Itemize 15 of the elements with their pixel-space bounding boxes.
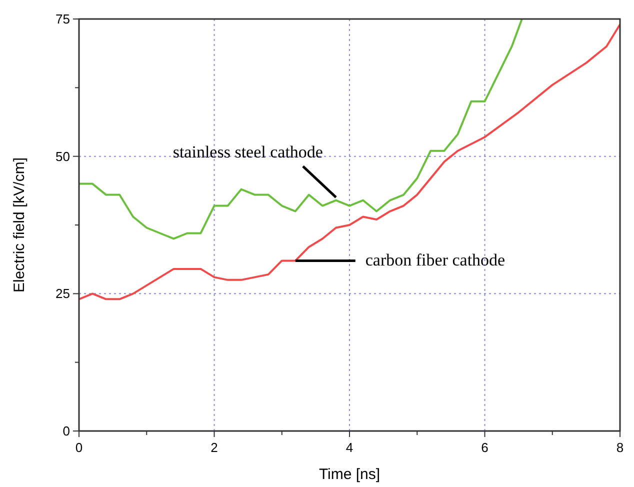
x-tick-label: 2 <box>210 440 218 455</box>
series-label: carbon fiber cathode <box>365 250 506 270</box>
x-tick-label: 0 <box>75 440 83 455</box>
line-series <box>79 19 523 240</box>
line-series <box>79 23 620 300</box>
x-tick-label: 4 <box>346 440 354 455</box>
y-tick-label: 25 <box>56 286 70 302</box>
x-tick-label: 8 <box>616 440 624 455</box>
y-axis-title: Electric field [kV/cm] <box>11 157 28 293</box>
y-tick-label: 0 <box>62 424 70 438</box>
y-tick-label: 75 <box>56 12 70 26</box>
x-axis-title: Time [ns] <box>318 466 380 483</box>
text: stainless steel cathode <box>172 142 323 162</box>
y-tick-label: 50 <box>56 148 70 164</box>
x-tick-label: 6 <box>481 440 488 455</box>
